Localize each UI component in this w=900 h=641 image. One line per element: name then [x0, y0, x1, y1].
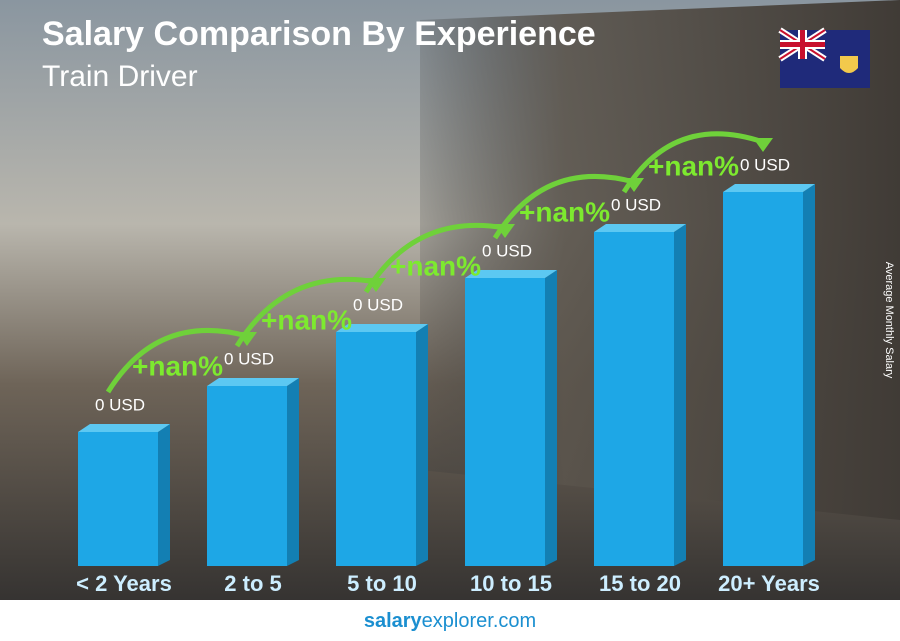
y-axis-label: Average Monthly Salary: [883, 262, 895, 379]
x-tick-label: 20+ Years: [718, 571, 820, 596]
bar-graphic: [78, 432, 158, 566]
x-tick-label: 2 to 5: [224, 571, 281, 596]
chart-title: Salary Comparison By Experience: [42, 15, 596, 53]
value-label: 0 USD: [740, 155, 790, 174]
bar-graphic-side: [287, 378, 299, 566]
footer-part: explorer: [422, 610, 495, 632]
bar-graphic-side: [158, 424, 170, 566]
bar-graphic-top: [207, 378, 299, 386]
bar-graphic: [723, 192, 803, 566]
x-tick-label: 10 to 15: [470, 571, 552, 596]
bar-graphic-side: [674, 224, 686, 566]
bar-graphic-side: [803, 184, 815, 566]
flag: [778, 27, 870, 88]
value-label: 0 USD: [482, 241, 532, 260]
x-tick-label: 15 to 20: [599, 571, 681, 596]
footer-text: salaryexplorer.com: [364, 610, 536, 632]
x-tick-label: 5 to 10: [347, 571, 417, 596]
change-arrow: [105, 327, 248, 394]
bar-graphic: [594, 232, 674, 566]
change-label: +nan%: [132, 350, 223, 381]
change-arrow: [363, 222, 506, 294]
value-label: 0 USD: [353, 295, 403, 314]
footer-band: [0, 600, 900, 641]
bar-graphic: [207, 386, 287, 566]
bar-graphic-top: [723, 184, 815, 192]
change-label: +nan%: [648, 150, 739, 181]
bar-graphic-top: [594, 224, 686, 232]
footer-part: .com: [493, 610, 536, 632]
value-label: 0 USD: [224, 349, 274, 368]
chart-subtitle: Train Driver: [42, 60, 198, 93]
change-label: +nan%: [261, 304, 352, 335]
value-label: 0 USD: [611, 195, 661, 214]
change-label: +nan%: [519, 196, 610, 227]
change-arrow: [492, 173, 635, 240]
change-label: +nan%: [390, 250, 481, 281]
bar-graphic-top: [465, 270, 557, 278]
bar-graphic-side: [416, 324, 428, 566]
footer-part: salary: [364, 610, 423, 632]
value-label: 0 USD: [95, 395, 145, 414]
x-tick-label: < 2 Years: [76, 571, 172, 596]
bar-graphic-top: [78, 424, 170, 432]
bar-graphic: [336, 332, 416, 566]
bar-graphic: [465, 278, 545, 566]
change-arrow: [234, 276, 377, 348]
change-arrowhead: [753, 138, 773, 152]
bar-graphic-top: [336, 324, 428, 332]
bar-graphic-side: [545, 270, 557, 566]
change-arrow: [621, 131, 764, 194]
